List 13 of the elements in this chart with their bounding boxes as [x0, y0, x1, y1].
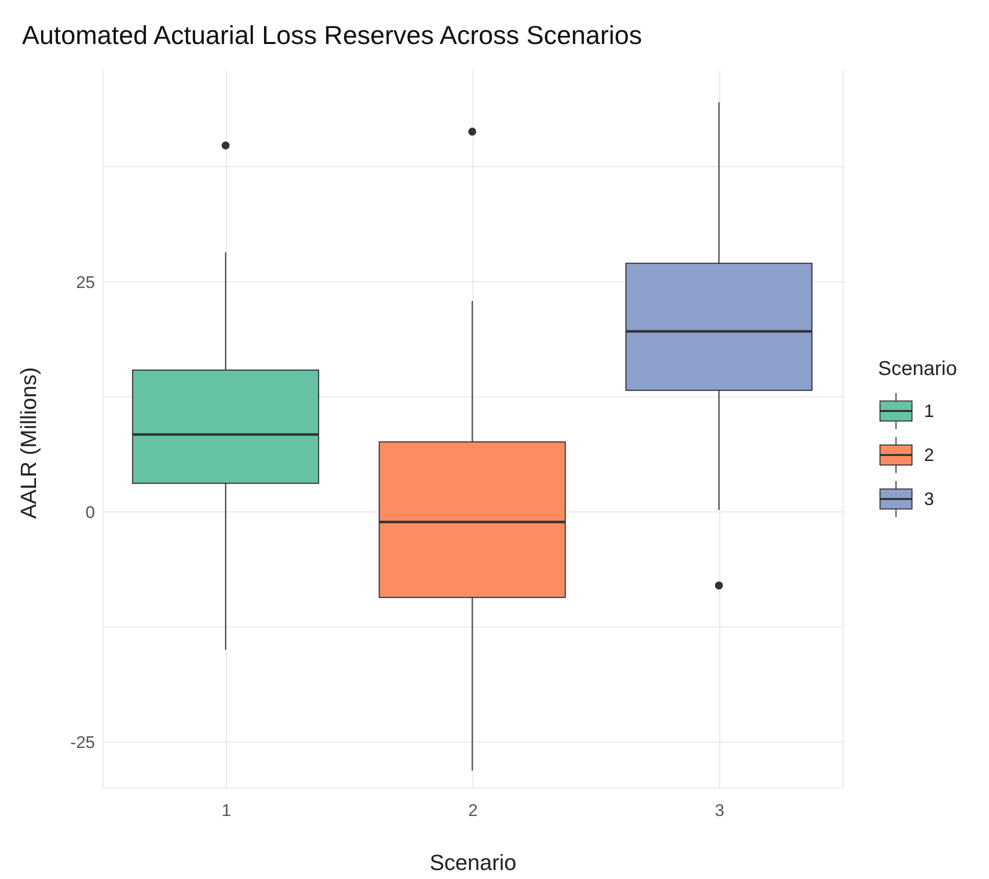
legend-label: 3	[924, 488, 934, 510]
y-axis-title: AALR (Millions)	[16, 367, 42, 519]
chart-title: Automated Actuarial Loss Reserves Across Scenarios	[22, 20, 642, 51]
legend-label: 1	[924, 400, 934, 422]
x-tick-label: 3	[714, 801, 724, 820]
x-tick-label: 1	[222, 801, 232, 820]
legend-label: 2	[924, 444, 934, 466]
y-tick-label: 0	[86, 502, 95, 522]
y-tick-label: 25	[76, 272, 95, 292]
x-tick-label: 2	[468, 801, 478, 820]
y-tick-label: -25	[70, 733, 95, 752]
legend-title: Scenario	[878, 358, 957, 381]
x-axis-title: Scenario	[428, 850, 518, 876]
